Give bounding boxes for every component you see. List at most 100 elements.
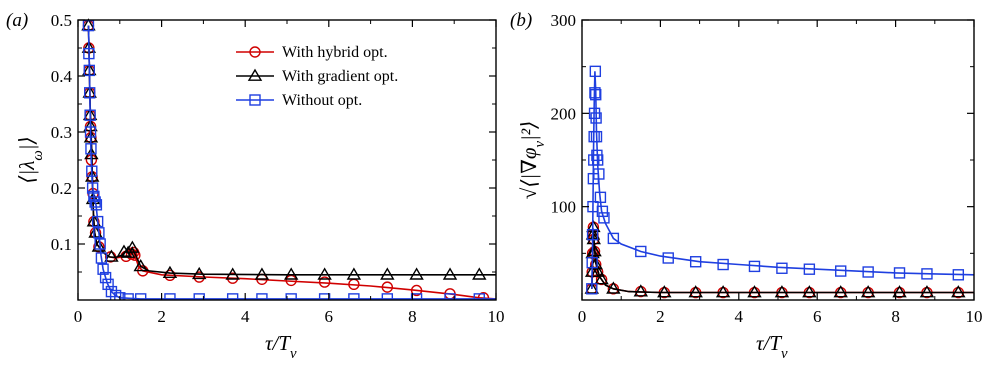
data-point xyxy=(606,281,621,294)
x-tick-label: 0 xyxy=(578,307,587,326)
series-0-circle xyxy=(82,19,496,300)
data-point xyxy=(921,268,933,280)
data-point xyxy=(715,285,731,298)
data-point xyxy=(346,267,362,280)
data-point xyxy=(590,112,602,124)
x-tick-label: 10 xyxy=(966,307,983,326)
data-point xyxy=(381,293,394,300)
data-point xyxy=(803,263,816,275)
y-axis-title: ⟨|λω|⟩ xyxy=(15,136,46,183)
data-point xyxy=(191,266,207,280)
data-point xyxy=(952,269,965,281)
data-point xyxy=(102,278,114,291)
data-point xyxy=(919,285,935,298)
series-2-square xyxy=(586,65,974,295)
data-point xyxy=(586,256,598,269)
y-tick-label: 0.3 xyxy=(51,123,72,142)
data-point xyxy=(591,154,604,166)
series-line xyxy=(591,71,974,289)
y-tick-label: 0.1 xyxy=(51,235,72,254)
x-tick-label: 10 xyxy=(488,307,505,326)
data-point xyxy=(285,293,297,300)
legend: With hybrid opt. With gradient opt. Withou… xyxy=(236,44,398,109)
data-point xyxy=(833,285,848,298)
data-point xyxy=(593,168,605,180)
data-point xyxy=(584,281,600,294)
data-point xyxy=(410,293,423,300)
data-point xyxy=(162,265,178,279)
data-point xyxy=(835,265,847,277)
y-tick-label: 0.2 xyxy=(51,179,72,198)
data-point xyxy=(586,231,601,245)
data-point xyxy=(586,283,598,295)
data-point xyxy=(381,281,394,293)
data-point xyxy=(97,263,109,275)
legend-entry: Without opt. xyxy=(236,92,362,109)
data-point xyxy=(95,252,108,264)
data-point xyxy=(776,262,788,274)
data-point xyxy=(590,264,605,277)
legend-marker xyxy=(249,94,261,106)
data-point xyxy=(774,285,790,298)
data-point xyxy=(688,285,703,298)
y-tick-label: 0.5 xyxy=(51,11,72,30)
data-point xyxy=(596,205,609,218)
data-point xyxy=(104,249,119,262)
data-point xyxy=(635,245,647,258)
data-point xyxy=(193,293,205,300)
legend-entry: With gradient opt. xyxy=(236,68,398,85)
data-point xyxy=(472,267,487,280)
plot-frame xyxy=(581,19,975,301)
legend-entry: With hybrid opt. xyxy=(236,44,388,61)
data-point xyxy=(473,293,485,300)
data-point xyxy=(598,212,610,224)
data-point xyxy=(657,285,672,298)
data-point xyxy=(318,276,331,288)
data-point xyxy=(893,267,906,279)
x-tick-label: 4 xyxy=(241,307,250,326)
series-line xyxy=(591,229,974,294)
data-point xyxy=(747,285,762,298)
data-point xyxy=(590,88,602,101)
x-tick-label: 8 xyxy=(891,307,900,326)
legend-marker xyxy=(247,68,263,81)
data-point xyxy=(226,293,239,300)
data-point xyxy=(748,260,761,273)
y-tick-label: 200 xyxy=(551,104,577,123)
data-point xyxy=(607,232,620,245)
data-point xyxy=(122,293,134,300)
data-point xyxy=(134,293,147,300)
legend-label: Without opt. xyxy=(282,92,362,109)
data-point xyxy=(589,65,602,78)
data-point xyxy=(125,240,140,253)
data-point xyxy=(83,64,95,77)
data-point xyxy=(444,293,456,300)
series-line xyxy=(87,25,496,276)
plot-frame xyxy=(77,19,497,301)
data-point xyxy=(84,126,97,138)
data-point xyxy=(594,191,607,204)
data-point xyxy=(802,285,817,298)
y-axis-title: √⟨|∇φv|²⟩ xyxy=(517,121,548,200)
data-point xyxy=(164,293,176,300)
data-point xyxy=(91,215,104,228)
legend-label: With gradient opt. xyxy=(282,68,398,85)
data-point xyxy=(91,239,107,252)
data-point xyxy=(86,165,98,177)
data-point xyxy=(860,285,876,298)
x-tick-label: 2 xyxy=(157,307,166,326)
y-tick-label: 300 xyxy=(551,11,577,30)
x-tick-label: 0 xyxy=(74,307,83,326)
series-line xyxy=(87,25,496,300)
data-point xyxy=(256,293,268,300)
data-point xyxy=(594,272,609,285)
series-line xyxy=(591,229,974,294)
data-point xyxy=(317,267,332,280)
data-point xyxy=(114,292,126,300)
data-point xyxy=(380,267,395,280)
data-point xyxy=(105,285,118,298)
x-tick-label: 6 xyxy=(325,307,334,326)
data-point xyxy=(892,285,907,298)
x-tick-label: 6 xyxy=(813,307,822,326)
chart-panel-a: 0 2 4 6 8 10 0.1 0.2 0.3 0.4 0.5 (a) τ/Tv xyxy=(6,10,505,362)
